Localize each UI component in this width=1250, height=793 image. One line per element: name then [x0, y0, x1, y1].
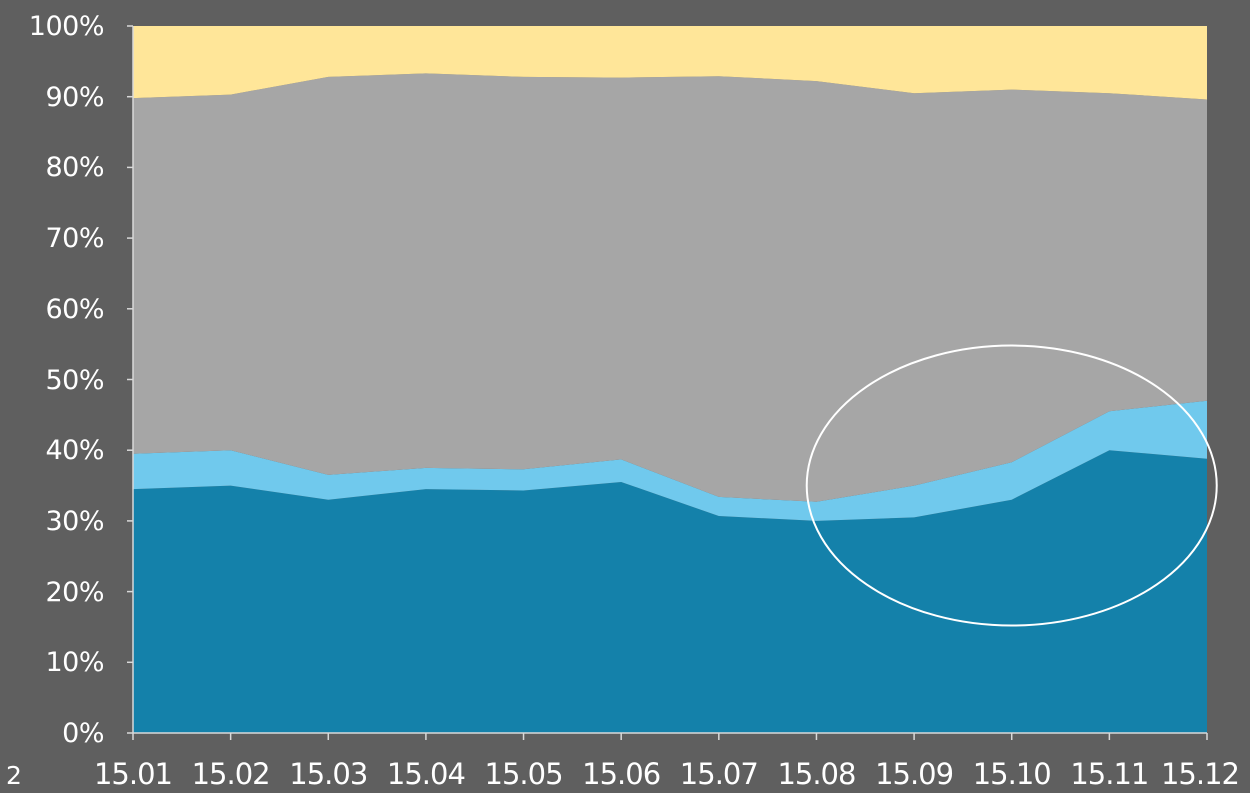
area-series-3 [133, 73, 1207, 502]
y-tick-label: 90% [45, 81, 104, 113]
y-tick-label: 30% [45, 505, 104, 537]
highlight-ellipse [805, 344, 1218, 627]
x-tick-label: 15.05 [484, 757, 564, 791]
x-tick-label: 15.12 [1160, 757, 1240, 791]
x-tick-label: 15.02 [191, 757, 271, 791]
y-tick-label: 80% [45, 152, 104, 184]
x-tick-label: 15.11 [1070, 757, 1149, 791]
area-series-1 [133, 450, 1207, 733]
area-series-4 [133, 26, 1207, 100]
y-tick-label: 60% [45, 293, 104, 325]
y-tick-label: 20% [45, 576, 104, 608]
x-tick-label: 15.01 [93, 757, 173, 791]
x-tick-label: 15.10 [972, 757, 1052, 791]
x-tick-label: 15.04 [386, 757, 466, 791]
y-tick-label: 40% [45, 435, 104, 467]
x-tick-label: 15.07 [679, 757, 759, 791]
x-tick-label: 15.06 [582, 757, 661, 791]
x-tick-label: 15.03 [289, 757, 368, 791]
y-tick-label: 0% [62, 718, 104, 749]
y-tick-label: 50% [45, 364, 104, 396]
x-tick-label: 15.08 [777, 757, 856, 791]
x-tick-label: 15.09 [875, 757, 954, 791]
page-number: 2 [6, 761, 22, 790]
y-tick-label: 70% [45, 223, 104, 255]
y-tick-label: 10% [45, 647, 104, 679]
area-series-2 [133, 400, 1207, 521]
y-tick-label: 100% [28, 11, 105, 42]
